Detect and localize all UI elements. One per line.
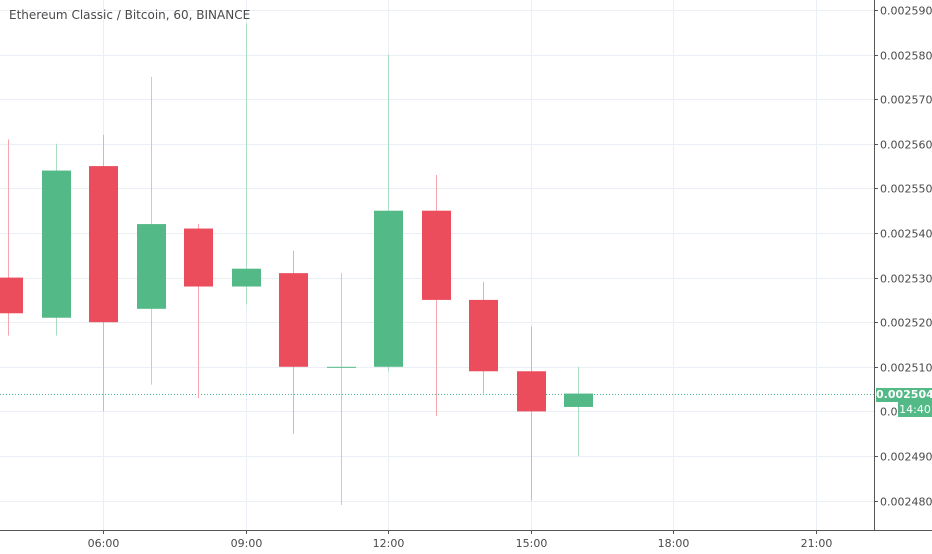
- candles: [0, 23, 593, 506]
- y-tick-label: 0.0: [880, 406, 898, 419]
- candle-up: [327, 273, 356, 506]
- y-tick-label: 0.002540: [880, 228, 932, 241]
- candle-down: [279, 250, 308, 434]
- candle-body: [184, 228, 213, 287]
- candle-down: [469, 282, 498, 394]
- candle-body: [89, 166, 118, 323]
- x-tick-label: 06:00: [88, 537, 120, 550]
- candle-up: [42, 143, 71, 336]
- x-tick-label: 12:00: [373, 537, 405, 550]
- y-tick-label: 0.002570: [880, 94, 932, 107]
- candle-body: [517, 371, 546, 412]
- candle-up: [232, 23, 261, 305]
- candle-body: [137, 224, 166, 309]
- y-tick-label: 0.002520: [880, 317, 932, 330]
- y-tick-label: 0.002480: [880, 496, 932, 509]
- current-price-label: 0.002504: [876, 387, 932, 402]
- x-tick-label: 09:00: [231, 537, 263, 550]
- candle-body: [469, 299, 498, 372]
- candle-down: [0, 139, 23, 336]
- y-tick-label: 0.002550: [880, 183, 932, 196]
- candle-body: [422, 210, 451, 300]
- x-tick-label: 21:00: [801, 537, 833, 550]
- candle-down: [89, 134, 118, 412]
- candle-up: [137, 76, 166, 385]
- bar-countdown-label: 14:40: [898, 401, 932, 417]
- candle-body: [279, 273, 308, 367]
- y-tick-label: 0.002530: [880, 273, 932, 286]
- y-tick-label: 0.002490: [880, 451, 932, 464]
- y-tick-label: 0.002580: [880, 50, 932, 63]
- y-tick-label: 0.002590: [880, 5, 932, 18]
- candle-body: [564, 393, 593, 407]
- candle-body: [232, 268, 261, 287]
- y-tick-label: 0.002560: [880, 139, 932, 152]
- candle-down: [184, 224, 213, 399]
- candle-body: [0, 277, 23, 314]
- y-tick-label: 0.002510: [880, 362, 932, 375]
- chart-title: Ethereum Classic / Bitcoin, 60, BINANCE: [9, 8, 251, 22]
- x-tick-label: 18:00: [658, 537, 690, 550]
- candle-up: [374, 54, 403, 372]
- candle-down: [422, 175, 451, 416]
- candle-up: [564, 366, 593, 456]
- candle-body: [374, 210, 403, 367]
- x-tick-label: 15:00: [516, 537, 548, 550]
- candle-down: [517, 326, 546, 501]
- candle-body: [42, 170, 71, 318]
- candle-body: [327, 366, 356, 368]
